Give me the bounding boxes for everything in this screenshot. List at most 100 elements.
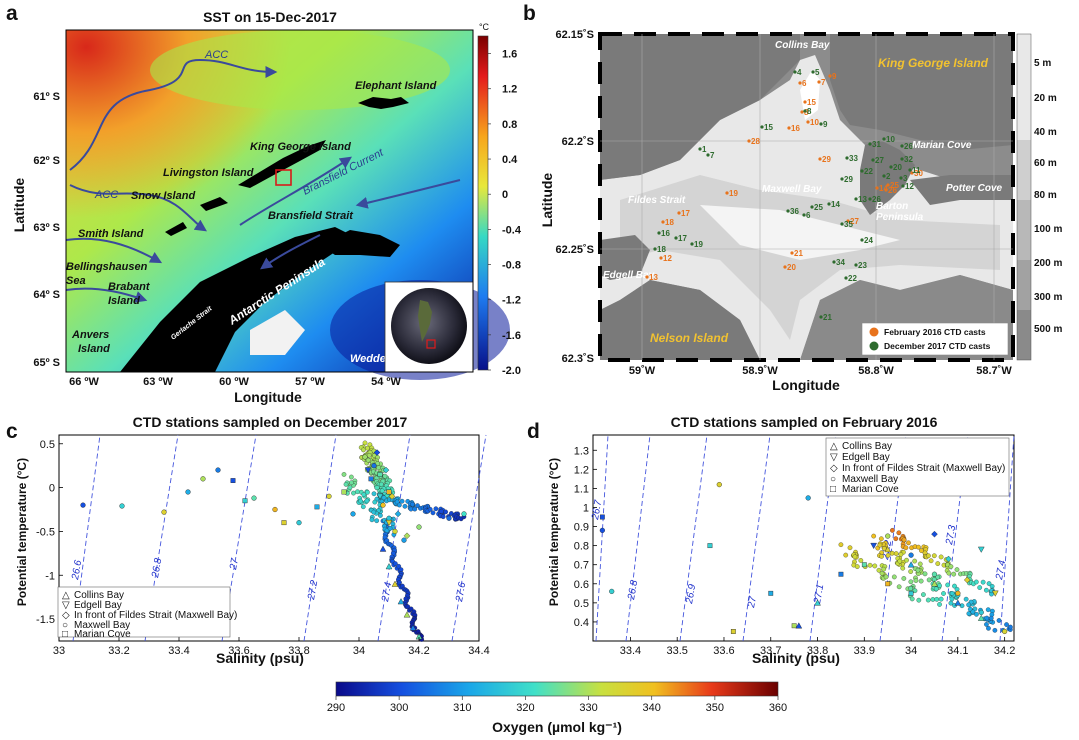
station-marker-dec2017 [889, 165, 893, 169]
ts-point [355, 489, 360, 495]
ts-point [768, 590, 774, 596]
station-label-feb2016: 9 [832, 72, 837, 81]
ts-point [838, 542, 844, 548]
ts-point [349, 480, 354, 486]
ts-point [1004, 622, 1009, 627]
label-elephant-island: Elephant Island [355, 80, 437, 92]
a-xtick-5: 54 ºW [371, 376, 401, 388]
station-label-dec2017: 12 [905, 182, 914, 191]
ts-point [348, 474, 354, 480]
station-label-dec2017: 18 [657, 245, 666, 254]
station-label-feb2016: 29 [822, 155, 831, 164]
ts-point [908, 552, 914, 558]
ts-point [941, 591, 946, 596]
a-ytick-3: 63º S [33, 222, 60, 234]
density-contour [999, 434, 1015, 642]
station-marker-feb2016 [818, 157, 822, 161]
ts-point [908, 569, 914, 574]
ts-point [908, 586, 914, 591]
panel-a-title: SST on 15-Dec-2017 [203, 9, 337, 25]
station-marker-feb2016 [886, 183, 890, 187]
station-marker-feb2016 [645, 275, 649, 279]
ts-point [360, 504, 366, 510]
oxygen-tick-4: 330 [579, 702, 597, 714]
oxygen-tick-6: 350 [706, 702, 724, 714]
station-label-feb2016: 21 [794, 249, 803, 258]
ts-point [885, 581, 891, 587]
station-label-dec2017: 3 [903, 174, 908, 183]
station-label-feb2016: 19 [729, 189, 738, 198]
ts-point [984, 615, 990, 621]
ts-point [387, 526, 393, 531]
ts-point [852, 554, 858, 560]
ts-point [430, 510, 436, 516]
ts-point [904, 557, 909, 563]
ts-point [374, 518, 380, 524]
station-label-dec2017: 8 [807, 107, 812, 116]
station-label-feb2016: 28 [751, 137, 760, 146]
sst-map: ACC ACC Elephant Island King George Isla… [65, 29, 510, 380]
b-ytick-3: 62.25˚S [555, 244, 594, 256]
ts-point [791, 623, 797, 629]
d-legend-fildes: In front of Fildes Strait (Maxwell Bay) [842, 463, 1005, 474]
svg-text:○: ○ [830, 474, 836, 485]
ts-point [396, 563, 402, 569]
depth-tick-2: 40 m [1034, 127, 1057, 138]
sst-colorbar-ticks: 1.6 1.2 0.8 0.4 0 -0.4 -0.8 -1.2 -1.6 -2.0 [488, 49, 522, 377]
station-label-feb2016: 13 [649, 273, 658, 282]
ts-point [900, 565, 906, 571]
density-contour-label: 27.3 [944, 524, 958, 546]
x-tick-label: 33.8 [288, 645, 309, 657]
ts-point [371, 491, 377, 497]
sst-colorbar-tick-4: 0 [502, 189, 508, 201]
ts-point [970, 609, 976, 615]
ts-point [885, 553, 891, 558]
b-ylabel: Latitude [539, 173, 555, 228]
depth-colorbar [1016, 33, 1032, 361]
density-contour-label: 27.6 [454, 581, 468, 603]
station-marker-dec2017 [653, 247, 657, 251]
ts-point [391, 580, 399, 587]
ts-point [272, 506, 278, 513]
y-tick-label: 1.3 [574, 445, 589, 457]
depth-tick-0: 5 m [1034, 58, 1051, 69]
label-anvers-1: Anvers [71, 329, 109, 341]
label-snow-island: Snow Island [131, 190, 195, 202]
station-label-dec2017: 32 [904, 155, 913, 164]
sst-colorbar-tick-5: -0.4 [502, 224, 522, 236]
ts-point [381, 495, 387, 501]
ts-point [977, 614, 985, 621]
ts-point [795, 622, 803, 629]
ts-point [609, 588, 615, 595]
ts-point [376, 493, 384, 500]
label-fildes-strait: Fildes Strait [628, 195, 686, 206]
a-xtick-2: 63 ºW [143, 376, 173, 388]
density-contour [941, 434, 969, 642]
label-barton-1: Barton [876, 201, 908, 212]
ts-point [408, 606, 414, 612]
ts-point [946, 570, 952, 576]
ts-point [403, 611, 411, 618]
bathymetry-map [598, 32, 1015, 362]
south-shetland-shape [238, 140, 326, 188]
sst-colorbar-tick-7: -1.2 [502, 295, 521, 307]
ts-point [955, 590, 961, 596]
y-tick-label: 0 [49, 483, 55, 495]
ts-point [403, 532, 411, 540]
density-contour-label: 27.1 [812, 583, 826, 605]
station-marker-dec2017 [819, 122, 823, 126]
station-marker-dec2017 [860, 238, 864, 242]
ts-point [439, 508, 444, 514]
ts-point [397, 502, 402, 508]
density-contour-label: 26.8 [626, 579, 640, 601]
a-ytick-4: 64º S [33, 289, 60, 301]
ts-point [949, 591, 955, 596]
label-bransfield-strait: Bransfield Strait [268, 210, 354, 222]
ts-point [843, 552, 849, 558]
d-legend: △ Collins Bay ▽ Edgell Bay ◇ In front of… [825, 437, 1010, 497]
ts-point [912, 588, 918, 594]
ts-point [416, 524, 422, 530]
station-label-dec2017: 17 [678, 234, 687, 243]
ts-point [365, 489, 370, 495]
